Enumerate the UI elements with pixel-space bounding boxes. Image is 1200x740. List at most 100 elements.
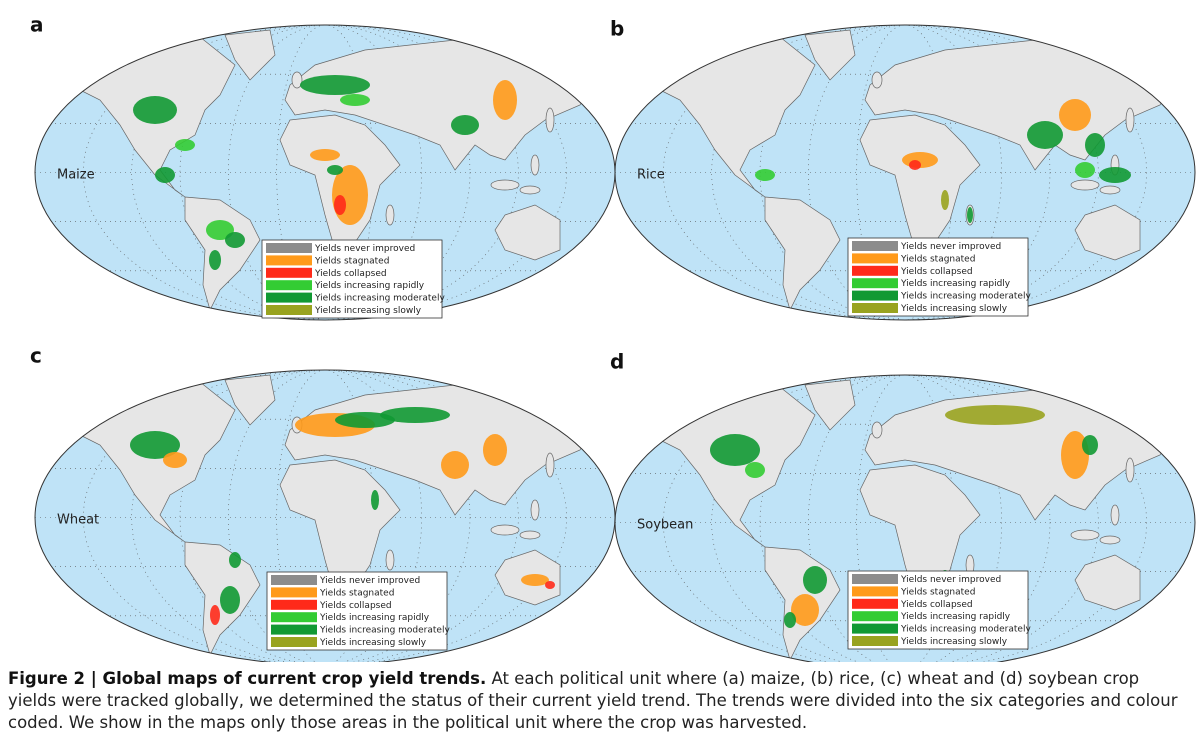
legend-swatch bbox=[852, 241, 898, 251]
land bbox=[224, 374, 276, 426]
crop-area bbox=[210, 605, 220, 625]
crop-area bbox=[1082, 435, 1098, 455]
land bbox=[291, 71, 303, 89]
land bbox=[1110, 504, 1120, 526]
legend-label: Yields increasing slowly bbox=[900, 304, 1008, 314]
legend-label: Yields stagnated bbox=[314, 256, 389, 266]
crop-area bbox=[803, 566, 827, 594]
map-content bbox=[615, 25, 1195, 320]
crop-area bbox=[380, 407, 450, 423]
legend-swatch bbox=[852, 265, 898, 276]
legend-label: Yields increasing slowly bbox=[319, 638, 427, 648]
legend-swatch bbox=[266, 305, 312, 315]
legend-swatch bbox=[852, 574, 898, 584]
graticule bbox=[711, 25, 1099, 320]
legend-label: Yields increasing rapidly bbox=[314, 281, 425, 291]
crop-name: Wheat bbox=[57, 513, 99, 528]
map-content bbox=[615, 375, 1195, 670]
legend-label: Yields never improved bbox=[319, 576, 420, 586]
legend-swatch bbox=[266, 255, 312, 266]
legend-label: Yields collapsed bbox=[900, 267, 973, 277]
crop-name: Rice bbox=[637, 168, 665, 183]
crop-area bbox=[545, 581, 555, 589]
land bbox=[1070, 529, 1100, 541]
legend: Yields never improved Yields stagnated Yie… bbox=[261, 239, 445, 319]
land bbox=[519, 185, 541, 195]
crop-area bbox=[155, 167, 175, 183]
crop-area bbox=[945, 405, 1045, 425]
graticule bbox=[663, 25, 1147, 320]
graticule bbox=[711, 375, 1099, 670]
map-content bbox=[35, 370, 615, 665]
land bbox=[1074, 554, 1141, 611]
land bbox=[545, 107, 555, 133]
crop-area bbox=[710, 434, 760, 466]
crop-area bbox=[791, 594, 819, 626]
crop-area bbox=[163, 452, 187, 468]
crop-area bbox=[225, 232, 245, 248]
legend-label: Yields increasing rapidly bbox=[900, 612, 1011, 622]
legend-swatch bbox=[852, 253, 898, 264]
crop-area bbox=[175, 139, 195, 151]
crop-area bbox=[209, 250, 221, 270]
crop-area bbox=[340, 94, 370, 106]
crop-area bbox=[130, 431, 180, 459]
legend-label: Yields stagnated bbox=[319, 588, 394, 598]
legend: Yields never improved Yields stagnated Yie… bbox=[266, 571, 450, 651]
world-map: Maize Yields never improved Yields stagnat… bbox=[34, 24, 616, 321]
graticule bbox=[131, 25, 519, 320]
legend-swatch bbox=[852, 636, 898, 646]
land bbox=[494, 204, 561, 261]
crop-area bbox=[941, 190, 949, 210]
crop-area bbox=[206, 220, 234, 240]
legend-swatch bbox=[271, 624, 317, 635]
panel-letter: a bbox=[30, 13, 44, 37]
legend-swatch bbox=[852, 623, 898, 634]
graticule bbox=[179, 370, 471, 665]
legend-label: Yields collapsed bbox=[314, 269, 387, 279]
world-map: Soybean Yields never improved Yields stagn… bbox=[614, 374, 1196, 671]
legend-swatch bbox=[852, 611, 898, 622]
land bbox=[74, 381, 236, 543]
legend-swatch bbox=[271, 599, 317, 610]
crop-area bbox=[1099, 167, 1131, 183]
crop-area bbox=[1027, 121, 1063, 149]
land bbox=[530, 499, 540, 521]
land bbox=[1099, 535, 1121, 545]
graticule bbox=[131, 370, 519, 665]
land bbox=[871, 71, 883, 89]
land bbox=[804, 379, 856, 431]
crop-area bbox=[521, 574, 549, 586]
legend-swatch bbox=[271, 612, 317, 623]
crop-area bbox=[451, 115, 479, 135]
land bbox=[224, 29, 276, 81]
land bbox=[519, 530, 541, 540]
graticule bbox=[759, 25, 1051, 320]
land bbox=[1070, 179, 1100, 191]
land bbox=[545, 452, 555, 478]
panel-letter: b bbox=[610, 17, 624, 41]
legend-swatch bbox=[852, 290, 898, 301]
land bbox=[385, 549, 395, 571]
crop-area bbox=[371, 490, 379, 510]
crop-area bbox=[133, 96, 177, 124]
legend-label: Yields increasing moderately bbox=[900, 292, 1031, 302]
figure-caption: Figure 2 | Global maps of current crop y… bbox=[8, 668, 1192, 734]
crop-area bbox=[967, 207, 973, 223]
land bbox=[385, 204, 395, 226]
land bbox=[804, 29, 856, 81]
legend-label: Yields increasing slowly bbox=[314, 306, 422, 316]
legend-label: Yields collapsed bbox=[900, 600, 973, 610]
legend-swatch bbox=[271, 575, 317, 585]
legend-swatch bbox=[266, 292, 312, 303]
land bbox=[530, 154, 540, 176]
legend: Yields never improved Yields stagnated Yie… bbox=[847, 237, 1031, 317]
caption-title: Figure 2 | Global maps of current crop y… bbox=[8, 669, 487, 688]
graticule bbox=[83, 370, 567, 665]
graticule bbox=[83, 25, 567, 320]
legend-label: Yields stagnated bbox=[900, 254, 975, 264]
crop-name: Soybean bbox=[637, 518, 693, 533]
map-outline bbox=[614, 24, 1196, 321]
crop-area bbox=[327, 165, 343, 175]
